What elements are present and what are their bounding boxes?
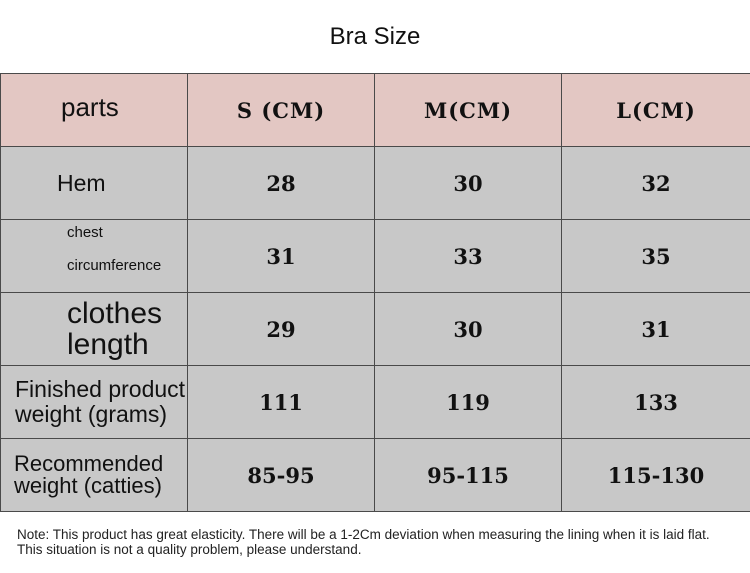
- row-label-line: chest: [67, 224, 103, 241]
- table-row: Hem 28 30 32: [0, 146, 750, 220]
- table-row: Recommended weight (catties) 85-95 95-11…: [0, 438, 750, 512]
- cell-value: 95-115: [374, 438, 562, 512]
- table-header-row: parts S (CM) M(CM) L(CM): [0, 73, 750, 147]
- cell-value: 133: [561, 365, 750, 439]
- cell-value: 111: [187, 365, 375, 439]
- size-table: parts S (CM) M(CM) L(CM) Hem 28 30 32 ch…: [0, 73, 750, 512]
- row-label-chest: chest circumference: [0, 219, 188, 293]
- note-text: Note: This product has great elasticity.…: [17, 527, 710, 557]
- row-label-line: Recommended: [14, 451, 164, 476]
- table-row: Finished product weight (grams) 111 119 …: [0, 365, 750, 439]
- cell-value: 30: [374, 146, 562, 220]
- row-label-finished-weight: Finished product weight (grams): [0, 365, 188, 439]
- row-label-line: circumference: [67, 257, 162, 274]
- table-row: chest circumference 31 33 35: [0, 219, 750, 293]
- row-label-hem: Hem: [0, 146, 188, 220]
- cell-value: 85-95: [187, 438, 375, 512]
- row-label-recommended-weight: Recommended weight (catties): [0, 438, 188, 512]
- cell-value: 30: [374, 292, 562, 366]
- cell-value: 28: [187, 146, 375, 220]
- row-label-line: Finished product: [15, 376, 186, 402]
- cell-value: 33: [374, 219, 562, 293]
- cell-value: 115-130: [561, 438, 750, 512]
- header-parts: parts: [0, 73, 188, 147]
- row-label-line: weight (catties): [14, 473, 162, 498]
- page-title: Bra Size: [329, 22, 421, 50]
- cell-value: 29: [187, 292, 375, 366]
- cell-value: 31: [561, 292, 750, 366]
- row-label-line: clothes: [67, 297, 163, 330]
- cell-value: 31: [187, 219, 375, 293]
- row-label-clothes-length: clothes length: [0, 292, 188, 366]
- row-label-line: length: [67, 328, 149, 361]
- row-label-line: weight (grams): [15, 401, 168, 427]
- cell-value: 119: [374, 365, 562, 439]
- header-parts-label: parts: [61, 92, 119, 122]
- header-size-m: M(CM): [374, 73, 562, 147]
- header-size-l: L(CM): [561, 73, 750, 147]
- cell-value: 35: [561, 219, 750, 293]
- table-row: clothes length 29 30 31: [0, 292, 750, 366]
- header-size-s: S (CM): [187, 73, 375, 147]
- cell-value: 32: [561, 146, 750, 220]
